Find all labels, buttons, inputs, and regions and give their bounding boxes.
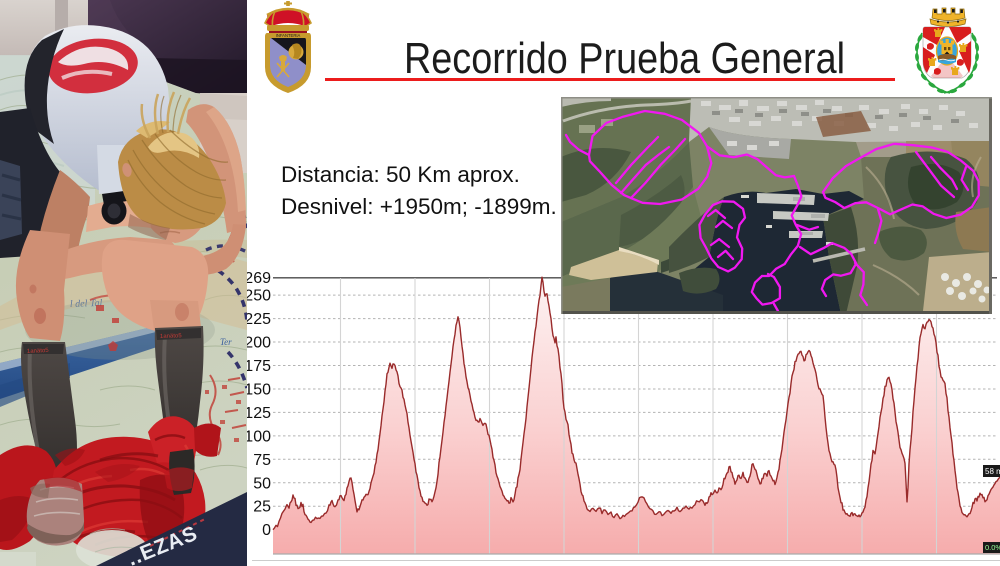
svg-text:175: 175	[244, 358, 271, 375]
svg-text:269: 269	[244, 270, 271, 287]
svg-text:250: 250	[244, 288, 271, 305]
svg-text:l del Tal: l del Tal	[70, 298, 103, 310]
svg-text:0: 0	[262, 522, 271, 539]
svg-text:INFANTERIA: INFANTERIA	[276, 33, 301, 38]
svg-text:75: 75	[253, 452, 271, 469]
svg-text:58 m: 58 m	[985, 467, 1000, 476]
svg-text:25: 25	[253, 499, 271, 516]
svg-text:150: 150	[244, 382, 271, 399]
svg-text:Ter: Ter	[220, 337, 232, 347]
svg-text:1anäto5: 1anäto5	[27, 348, 50, 355]
svg-text:50: 50	[253, 475, 271, 492]
svg-text:1anäto5: 1anäto5	[160, 333, 183, 340]
svg-text:100: 100	[244, 428, 271, 445]
svg-text:0.0%: 0.0%	[985, 543, 1000, 552]
svg-text:225: 225	[244, 311, 271, 328]
svg-text:200: 200	[244, 335, 271, 352]
svg-text:125: 125	[244, 405, 271, 422]
